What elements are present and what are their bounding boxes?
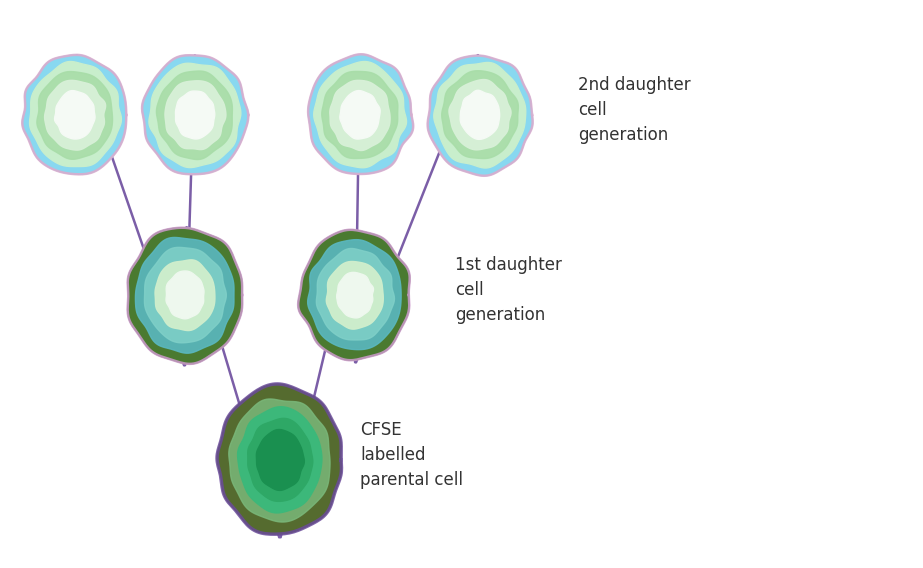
Polygon shape	[136, 237, 234, 353]
Text: 1st daughter
cell
generation: 1st daughter cell generation	[455, 256, 562, 324]
Polygon shape	[229, 399, 330, 522]
Polygon shape	[144, 247, 226, 343]
Polygon shape	[307, 240, 402, 350]
Polygon shape	[217, 384, 342, 534]
Polygon shape	[257, 429, 305, 490]
Text: 2nd daughter
cell
generation: 2nd daughter cell generation	[578, 76, 690, 144]
Polygon shape	[298, 230, 410, 360]
Polygon shape	[30, 61, 122, 166]
Polygon shape	[127, 228, 243, 364]
Polygon shape	[449, 80, 511, 150]
Polygon shape	[166, 271, 204, 319]
Polygon shape	[175, 91, 215, 139]
Polygon shape	[156, 71, 233, 160]
Polygon shape	[149, 63, 241, 168]
Text: CFSE
labelled
parental cell: CFSE labelled parental cell	[360, 421, 463, 489]
Polygon shape	[308, 55, 414, 174]
Polygon shape	[237, 407, 322, 513]
Polygon shape	[340, 90, 380, 139]
Polygon shape	[155, 260, 215, 331]
Polygon shape	[165, 81, 226, 149]
Polygon shape	[44, 80, 105, 150]
Polygon shape	[37, 72, 113, 159]
Polygon shape	[322, 72, 398, 158]
Polygon shape	[461, 90, 499, 139]
Polygon shape	[434, 62, 526, 168]
Polygon shape	[247, 419, 313, 502]
Polygon shape	[327, 261, 383, 329]
Polygon shape	[314, 61, 406, 168]
Polygon shape	[442, 70, 519, 158]
Polygon shape	[427, 56, 533, 176]
Polygon shape	[317, 249, 394, 340]
Polygon shape	[142, 55, 248, 174]
Polygon shape	[22, 55, 126, 174]
Polygon shape	[337, 273, 374, 318]
Polygon shape	[54, 91, 95, 139]
Polygon shape	[330, 80, 390, 151]
